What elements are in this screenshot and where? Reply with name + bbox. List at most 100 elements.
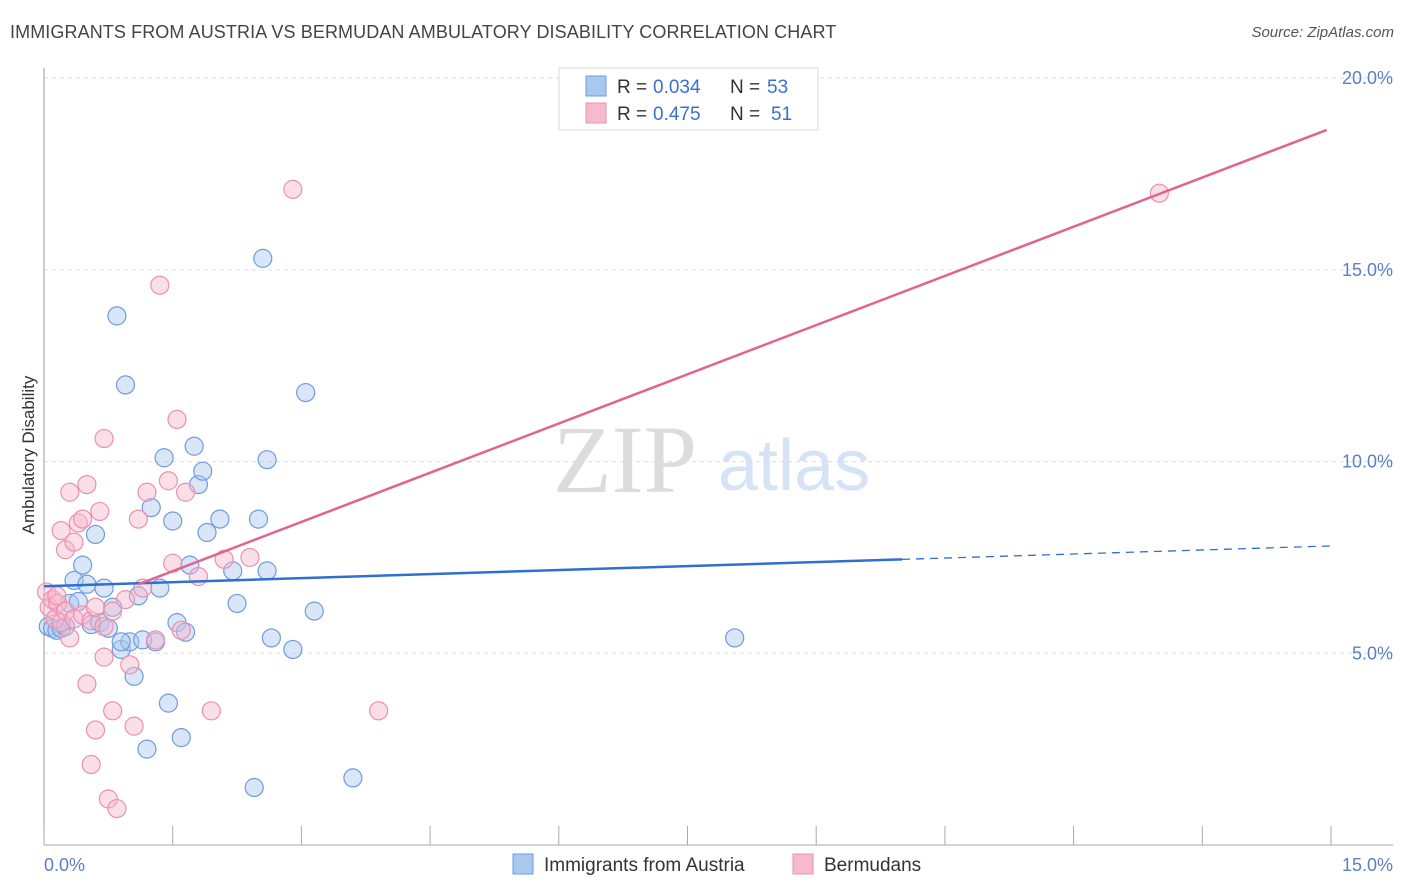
austria-point-11 bbox=[85, 524, 106, 545]
y-tick-label-1: 10.0% bbox=[1342, 452, 1393, 472]
austria-point-47 bbox=[283, 639, 303, 660]
bermudans-point-22 bbox=[94, 647, 114, 667]
x-tick-label-1: 15.0% bbox=[1342, 855, 1393, 875]
bermudans-point-10 bbox=[60, 482, 80, 502]
bermudans-point-50 bbox=[73, 509, 93, 529]
bermudans-point-6 bbox=[51, 520, 71, 541]
austria-point-20 bbox=[124, 666, 144, 686]
bermudans-point-30 bbox=[120, 655, 140, 675]
austria-point-42 bbox=[248, 509, 269, 529]
austria-point-40 bbox=[227, 593, 247, 614]
y-tick-label-0: 5.0% bbox=[1352, 643, 1393, 663]
bottom-legend-label-austria: Immigrants from Austria bbox=[544, 855, 745, 876]
austria-point-45 bbox=[257, 450, 277, 470]
austria-point-50 bbox=[343, 768, 363, 788]
x-tick-label-0: 0.0% bbox=[44, 855, 85, 875]
bermudans-point-29 bbox=[115, 590, 136, 610]
bermudans-point-35 bbox=[145, 630, 166, 650]
bottom-legend-swatch-austria bbox=[512, 853, 534, 875]
legend-n-label-austria: N = bbox=[730, 77, 760, 98]
austria-point-29 bbox=[163, 511, 183, 531]
bermudans-point-43 bbox=[201, 701, 221, 721]
bermudans-point-5 bbox=[51, 613, 71, 633]
austria-point-31 bbox=[171, 728, 191, 748]
austria-point-18 bbox=[115, 375, 136, 395]
austria-point-16 bbox=[107, 306, 127, 326]
bermudans-point-45 bbox=[240, 547, 260, 568]
austria-point-8 bbox=[73, 555, 93, 575]
bermudans-point-36 bbox=[150, 275, 170, 295]
bermudans-point-21 bbox=[90, 501, 110, 522]
series-bermudans-points bbox=[36, 179, 1170, 819]
bermudans-point-12 bbox=[64, 532, 84, 552]
watermark-atlas: atlas bbox=[718, 426, 870, 506]
trend-lines bbox=[43, 128, 1332, 588]
legend-r-label-austria: R = bbox=[617, 77, 647, 98]
bermudans-point-31 bbox=[124, 716, 144, 736]
austria-point-51 bbox=[725, 628, 745, 648]
x-axis-ticks bbox=[43, 826, 1332, 845]
bermudans-point-9 bbox=[60, 628, 80, 648]
bottom-legend-swatch-bermudans bbox=[792, 853, 814, 875]
austria-point-28 bbox=[158, 693, 179, 713]
austria-point-52 bbox=[111, 632, 131, 652]
bermudans-point-25 bbox=[103, 601, 123, 621]
legend-r-label-bermudans: R = bbox=[617, 104, 647, 125]
bottom-legend: Immigrants from Austria Bermudans bbox=[512, 853, 921, 876]
austria-point-44 bbox=[257, 561, 277, 581]
series-austria-points bbox=[38, 248, 745, 798]
austria-point-48 bbox=[296, 382, 316, 403]
bermudans-point-37 bbox=[158, 471, 179, 491]
y-tick-label-2: 15.0% bbox=[1342, 260, 1393, 280]
bermudans-point-16 bbox=[77, 674, 97, 694]
austria-point-49 bbox=[304, 601, 324, 621]
austria-point-34 bbox=[184, 436, 204, 456]
trend-line-austria-extension bbox=[901, 545, 1332, 561]
bermudans-point-39 bbox=[167, 409, 187, 430]
austria-point-46 bbox=[261, 628, 281, 648]
bermudans-point-40 bbox=[171, 620, 191, 640]
bermudans-point-15 bbox=[77, 474, 97, 495]
bermudans-point-47 bbox=[369, 701, 389, 721]
bermudans-point-23 bbox=[94, 616, 114, 637]
austria-point-13 bbox=[94, 578, 114, 598]
bermudans-point-26 bbox=[103, 701, 123, 721]
trend-line-bermudans bbox=[137, 128, 1328, 586]
austria-point-41 bbox=[244, 777, 264, 798]
top-legend: R = 0.034 N = 53 R = 0.475 N = 51 bbox=[558, 67, 819, 131]
bottom-legend-label-bermudans: Bermudans bbox=[824, 855, 921, 876]
y-axis-title: Ambulatory Disability bbox=[19, 375, 38, 534]
legend-r-value-bermudans: 0.475 bbox=[653, 104, 701, 125]
bermudans-point-27 bbox=[107, 798, 127, 819]
bermudans-point-4 bbox=[48, 593, 68, 614]
bermudans-point-28 bbox=[94, 428, 114, 449]
legend-r-value-austria: 0.034 bbox=[653, 77, 701, 98]
bermudans-point-18 bbox=[81, 754, 101, 775]
austria-point-37 bbox=[197, 522, 217, 543]
bermudans-point-42 bbox=[188, 567, 209, 587]
austria-point-23 bbox=[137, 739, 157, 759]
legend-n-value-bermudans: 51 bbox=[771, 104, 792, 125]
bermudans-point-49 bbox=[47, 586, 67, 606]
bermudans-point-41 bbox=[175, 482, 196, 502]
austria-point-38 bbox=[210, 509, 230, 529]
bermudans-point-34 bbox=[137, 482, 157, 502]
legend-swatch-austria bbox=[585, 75, 607, 97]
grid-lines bbox=[44, 77, 1393, 654]
chart-title: IMMIGRANTS FROM AUSTRIA VS BERMUDAN AMBU… bbox=[10, 22, 837, 42]
legend-swatch-bermudans bbox=[585, 102, 607, 124]
austria-point-43 bbox=[253, 248, 273, 268]
austria-point-24 bbox=[141, 497, 161, 518]
austria-point-27 bbox=[154, 448, 174, 468]
bermudans-point-32 bbox=[128, 509, 148, 529]
x-tick-labels: 0.0% 15.0% bbox=[44, 855, 1393, 875]
trend-line-austria bbox=[43, 558, 903, 588]
bermudans-point-19 bbox=[85, 597, 106, 617]
bermudans-point-0 bbox=[36, 582, 57, 602]
legend-n-label-bermudans: N = bbox=[730, 104, 760, 125]
watermark-zip: ZIP bbox=[553, 406, 697, 513]
y-tick-label-3: 20.0% bbox=[1342, 68, 1393, 88]
austria-point-36 bbox=[193, 461, 213, 481]
legend-n-value-austria: 53 bbox=[767, 77, 788, 98]
